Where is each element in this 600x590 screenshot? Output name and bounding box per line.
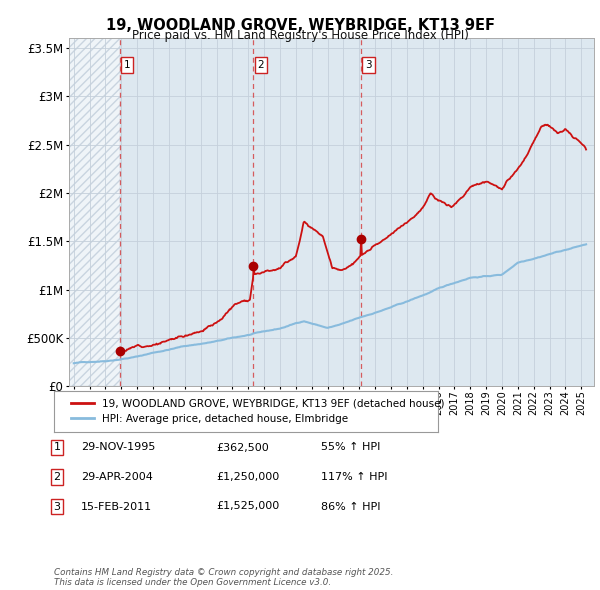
Text: 86% ↑ HPI: 86% ↑ HPI [321,502,380,512]
Text: 1: 1 [53,442,61,453]
Text: £362,500: £362,500 [216,442,269,453]
Text: Contains HM Land Registry data © Crown copyright and database right 2025.
This d: Contains HM Land Registry data © Crown c… [54,568,394,587]
Legend: 19, WOODLAND GROVE, WEYBRIDGE, KT13 9EF (detached house), HPI: Average price, de: 19, WOODLAND GROVE, WEYBRIDGE, KT13 9EF … [67,394,449,428]
Text: £1,250,000: £1,250,000 [216,472,279,482]
Bar [69,38,120,386]
Text: 2: 2 [53,472,61,482]
Text: 15-FEB-2011: 15-FEB-2011 [81,502,152,512]
Text: 29-APR-2004: 29-APR-2004 [81,472,153,482]
Text: 29-NOV-1995: 29-NOV-1995 [81,442,155,453]
Text: 2: 2 [257,60,264,70]
Text: 55% ↑ HPI: 55% ↑ HPI [321,442,380,453]
Text: Price paid vs. HM Land Registry's House Price Index (HPI): Price paid vs. HM Land Registry's House … [131,30,469,42]
Text: 3: 3 [365,60,372,70]
Text: 3: 3 [53,502,61,512]
Text: 19, WOODLAND GROVE, WEYBRIDGE, KT13 9EF: 19, WOODLAND GROVE, WEYBRIDGE, KT13 9EF [106,18,494,32]
Text: £1,525,000: £1,525,000 [216,502,279,512]
Text: 1: 1 [124,60,131,70]
Text: 117% ↑ HPI: 117% ↑ HPI [321,472,388,482]
